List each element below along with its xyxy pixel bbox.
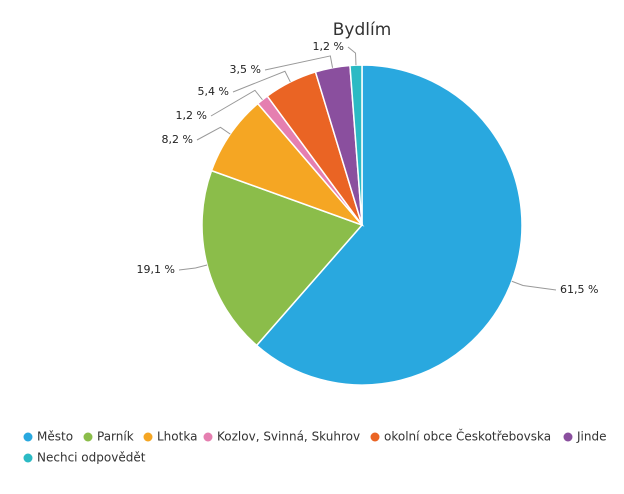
leader-line [196,126,231,141]
legend-label: okolní obce Českotřebovska [384,429,551,444]
value-label: 5,4 % [198,85,229,98]
legend-marker [23,453,33,463]
value-label: 3,5 % [230,63,261,76]
legend-label: Jinde [576,430,606,444]
legend-label: Město [37,430,73,444]
legend-marker [563,432,573,442]
legend-marker [370,432,380,442]
leader-line [210,89,263,117]
legend-label: Nechci odpovědět [37,451,146,465]
leader-line [178,264,208,271]
pie-slice [201,169,364,347]
legend-marker [23,432,33,442]
legend-marker [143,432,153,442]
pie-slice [349,64,363,226]
legend-marker [203,432,213,442]
leader-line [347,46,357,66]
leader-line [264,55,334,71]
legend-marker [83,432,93,442]
value-label: 19,1 % [137,263,175,276]
legend-label: Kozlov, Svinná, Skuhrov [217,430,360,444]
value-label: 8,2 % [162,133,193,146]
value-label: 1,2 % [313,40,344,53]
chart-title: Bydlím [333,20,392,40]
leader-line [511,280,557,291]
leader-line [232,70,291,93]
legend-label: Lhotka [157,430,197,444]
legend-label: Parník [97,430,134,444]
value-label: 1,2 % [176,109,207,122]
value-label: 61,5 % [560,283,598,296]
pie-slice [255,64,523,386]
